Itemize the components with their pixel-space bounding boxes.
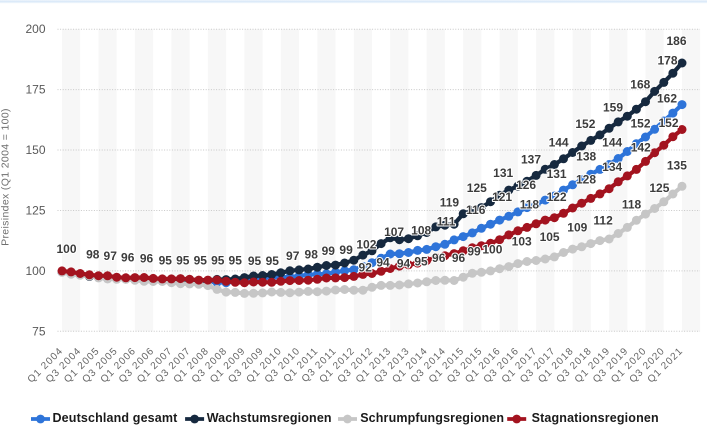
svg-text:125: 125 — [649, 181, 669, 195]
svg-text:125: 125 — [467, 181, 487, 195]
svg-text:125: 125 — [25, 204, 45, 218]
svg-text:96: 96 — [432, 251, 446, 265]
svg-text:98: 98 — [305, 247, 319, 261]
svg-text:75: 75 — [32, 324, 46, 338]
svg-text:95: 95 — [414, 255, 428, 269]
svg-text:99: 99 — [467, 245, 481, 259]
svg-text:142: 142 — [631, 141, 651, 155]
svg-text:118: 118 — [622, 198, 642, 212]
svg-text:111: 111 — [437, 215, 456, 229]
svg-text:95: 95 — [194, 253, 208, 267]
svg-text:Schrumpfungsregionen: Schrumpfungsregionen — [360, 411, 504, 425]
svg-text:96: 96 — [140, 252, 154, 266]
svg-text:99: 99 — [322, 244, 336, 258]
svg-text:98: 98 — [86, 247, 100, 261]
svg-text:109: 109 — [567, 220, 587, 234]
svg-text:94: 94 — [376, 255, 390, 269]
svg-text:135: 135 — [667, 158, 687, 172]
svg-text:99: 99 — [339, 243, 353, 257]
svg-text:178: 178 — [657, 54, 677, 68]
svg-text:105: 105 — [540, 230, 560, 244]
svg-text:92: 92 — [359, 261, 373, 275]
svg-text:150: 150 — [25, 143, 45, 157]
svg-text:96: 96 — [452, 251, 466, 265]
svg-text:107: 107 — [384, 225, 404, 239]
svg-text:Wachstumsregionen: Wachstumsregionen — [207, 411, 332, 425]
svg-text:95: 95 — [248, 254, 262, 268]
svg-text:Deutschland gesamt: Deutschland gesamt — [53, 411, 179, 425]
svg-text:96: 96 — [121, 251, 135, 265]
svg-text:162: 162 — [657, 92, 677, 106]
svg-text:134: 134 — [602, 160, 622, 174]
svg-text:116: 116 — [466, 203, 486, 217]
svg-text:95: 95 — [229, 253, 243, 267]
svg-text:97: 97 — [286, 249, 300, 263]
svg-text:121: 121 — [492, 190, 512, 204]
svg-text:126: 126 — [516, 178, 536, 192]
svg-text:95: 95 — [211, 253, 225, 267]
svg-text:175: 175 — [25, 83, 45, 97]
svg-text:112: 112 — [593, 213, 613, 227]
svg-text:95: 95 — [266, 254, 280, 268]
svg-text:152: 152 — [575, 117, 595, 131]
svg-text:131: 131 — [547, 167, 567, 181]
svg-text:128: 128 — [576, 172, 596, 186]
svg-text:118: 118 — [520, 197, 540, 211]
svg-text:152: 152 — [658, 116, 678, 130]
svg-text:200: 200 — [25, 22, 45, 36]
svg-text:168: 168 — [630, 77, 650, 91]
svg-text:131: 131 — [493, 166, 513, 180]
svg-text:144: 144 — [602, 136, 622, 150]
svg-text:137: 137 — [521, 153, 541, 167]
svg-text:Stagnationsregionen: Stagnationsregionen — [532, 411, 659, 425]
svg-text:144: 144 — [549, 136, 569, 150]
svg-text:152: 152 — [630, 117, 650, 131]
svg-text:122: 122 — [547, 190, 567, 204]
svg-text:Preisindex (Q1 2004 = 100): Preisindex (Q1 2004 = 100) — [0, 108, 12, 246]
svg-text:100: 100 — [482, 242, 502, 256]
svg-text:138: 138 — [576, 150, 596, 164]
svg-text:94: 94 — [397, 257, 411, 271]
svg-text:159: 159 — [603, 101, 623, 115]
svg-text:95: 95 — [176, 253, 190, 267]
svg-text:102: 102 — [356, 238, 376, 252]
svg-text:186: 186 — [666, 34, 686, 48]
svg-text:100: 100 — [56, 242, 76, 256]
svg-text:119: 119 — [440, 195, 460, 209]
svg-text:97: 97 — [104, 249, 118, 263]
svg-text:103: 103 — [512, 235, 532, 249]
svg-text:100: 100 — [25, 264, 45, 278]
svg-text:108: 108 — [411, 224, 431, 238]
svg-text:95: 95 — [159, 253, 173, 267]
